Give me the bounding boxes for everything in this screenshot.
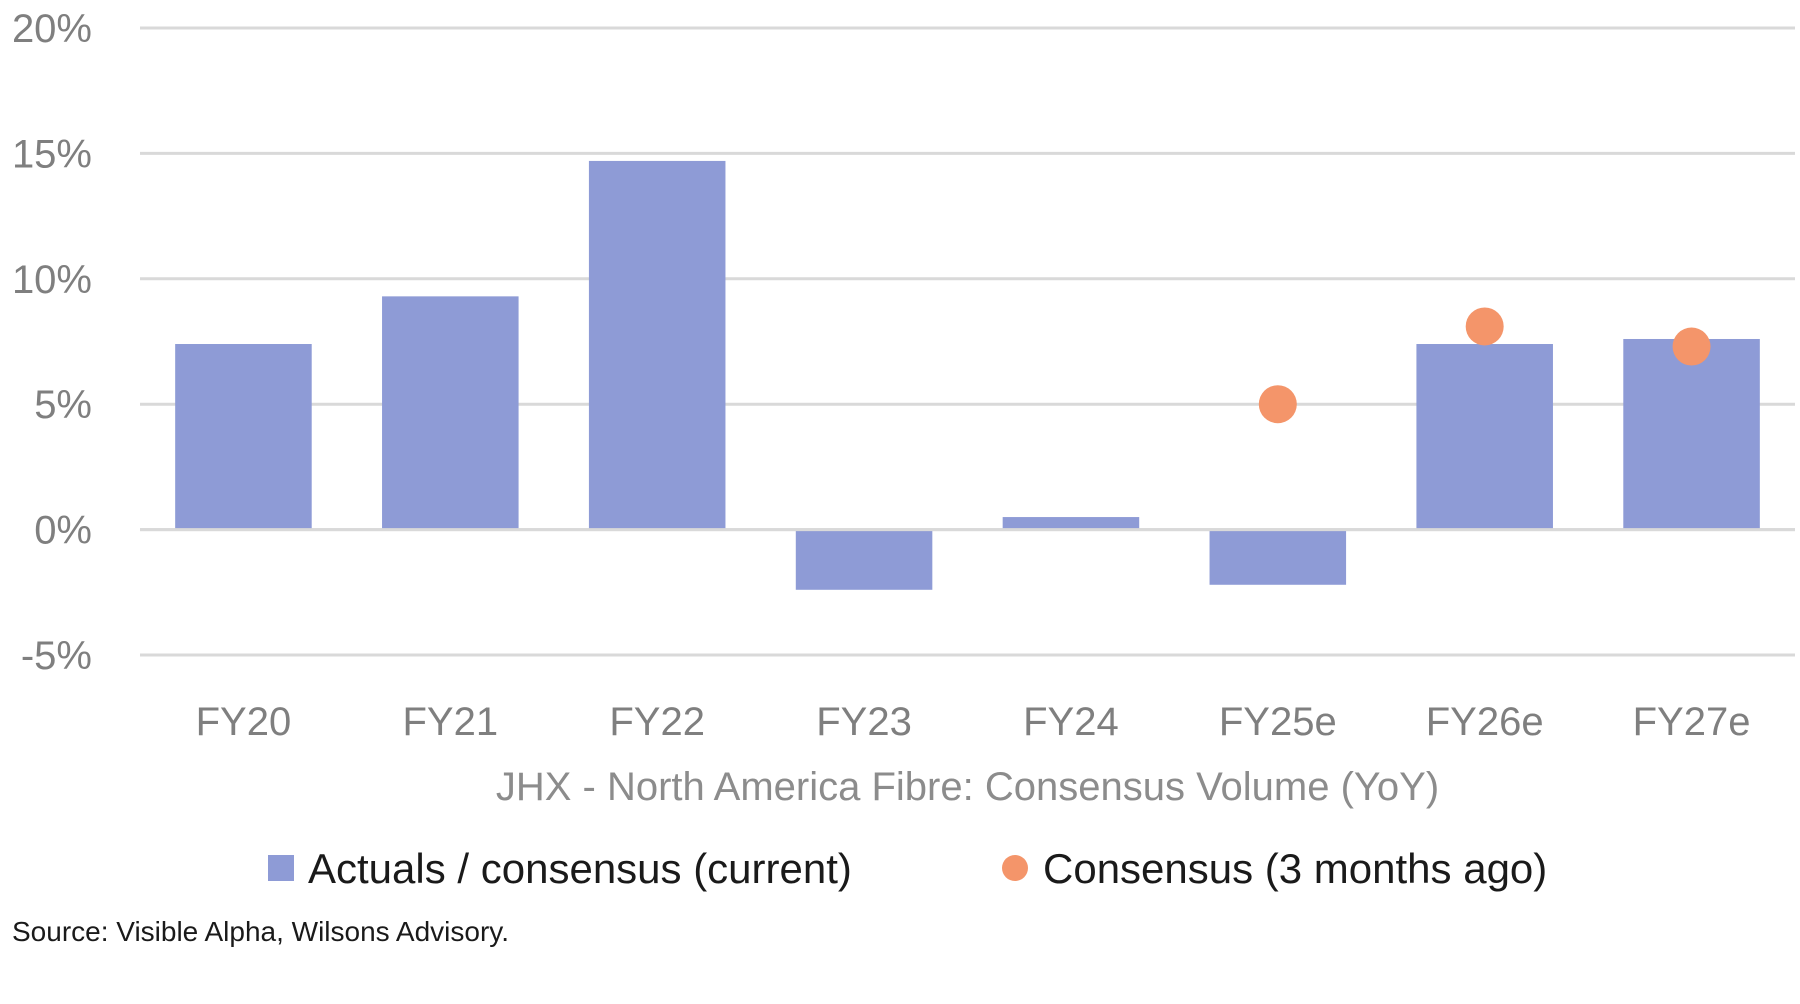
source-note: Source: Visible Alpha, Wilsons Advisory. xyxy=(12,916,509,947)
bar-series xyxy=(175,160,1760,590)
legend-swatch-consensus xyxy=(1002,855,1028,881)
bar-fy25e xyxy=(1209,529,1347,585)
legend-swatch-actuals xyxy=(268,855,294,881)
bar-fy20 xyxy=(175,344,312,530)
legend: Actuals / consensus (current) Consensus … xyxy=(268,845,1547,892)
dot-fy26e xyxy=(1465,307,1504,346)
y-tick-label: 0% xyxy=(34,509,92,553)
y-tick-label: 10% xyxy=(12,258,92,302)
y-tick-label: 20% xyxy=(12,7,92,51)
x-tick-label: FY23 xyxy=(816,700,912,744)
x-tick-label: FY20 xyxy=(196,700,292,744)
y-tick-label: 15% xyxy=(12,132,92,176)
x-tick-label: FY22 xyxy=(609,700,705,744)
x-axis-title: JHX - North America Fibre: Consensus Vol… xyxy=(496,765,1439,809)
x-tick-label: FY25e xyxy=(1219,700,1337,744)
bar-fy23 xyxy=(795,529,933,590)
y-tick-label: 5% xyxy=(34,383,92,427)
dot-fy27e xyxy=(1672,327,1711,366)
bar-fy22 xyxy=(588,160,726,530)
bar-fy26e xyxy=(1416,344,1553,530)
x-tick-label: FY27e xyxy=(1633,700,1751,744)
x-tick-label: FY26e xyxy=(1426,700,1544,744)
legend-label-actuals: Actuals / consensus (current) xyxy=(308,845,852,892)
dot-fy25e xyxy=(1258,385,1297,424)
bar-fy24 xyxy=(1002,517,1140,530)
y-axis-tick-labels: -5% 0% 5% 10% 15% 20% xyxy=(12,7,92,678)
bar-fy27e xyxy=(1623,338,1760,530)
bar-fy21 xyxy=(382,296,519,530)
legend-label-consensus: Consensus (3 months ago) xyxy=(1043,845,1547,892)
y-tick-label: -5% xyxy=(21,634,92,678)
x-axis-tick-labels: FY20 FY21 FY22 FY23 FY24 FY25e FY26e FY27e xyxy=(196,700,1751,744)
x-tick-label: FY24 xyxy=(1023,700,1119,744)
x-tick-label: FY21 xyxy=(403,700,499,744)
dot-series xyxy=(1258,307,1711,424)
